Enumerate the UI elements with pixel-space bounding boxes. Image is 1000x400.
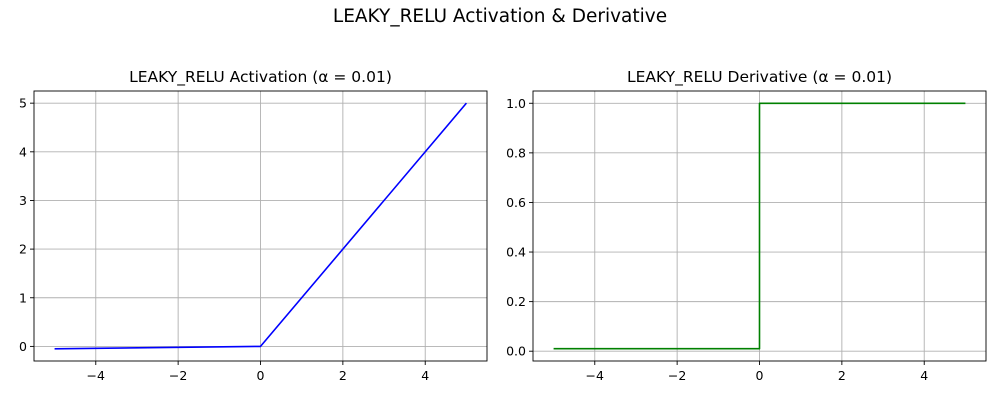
- activation-ytick-label-0: 0: [19, 339, 27, 354]
- activation-series-line-0: [54, 102, 468, 350]
- activation-xtick-label-1: −2: [169, 368, 187, 383]
- figure-suptitle: LEAKY_RELU Activation & Derivative: [332, 6, 668, 27]
- activation-ytick-label-5: 5: [19, 96, 27, 111]
- derivative-axes: −4 −2 0 2 4 0.0 0.2 0.4 0.6 0.8 1.0 LEAKY_RELU Deri…: [506, 68, 987, 383]
- derivative-xtick-label-3: 2: [838, 368, 846, 383]
- activation-axes: −4 −2 0 2 4 0 1 2 3 4 5 LEAKY_RELU Activation (α = …: [19, 68, 488, 383]
- activation-ytick-label-2: 2: [19, 242, 27, 257]
- activation-title: LEAKY_RELU Activation (α = 0.01): [129, 68, 392, 87]
- derivative-xtick-label-2: 0: [756, 368, 764, 383]
- activation-xtick-label-4: 4: [421, 368, 429, 383]
- derivative-ytick-label-5: 1.0: [506, 96, 526, 111]
- derivative-title: LEAKY_RELU Derivative (α = 0.01): [627, 68, 892, 87]
- activation-ytick-label-3: 3: [19, 193, 27, 208]
- derivative-ytick-label-0: 0.0: [506, 344, 526, 359]
- derivative-xtick-label-0: −4: [586, 368, 604, 383]
- derivative-ytick-label-2: 0.4: [506, 245, 526, 260]
- derivative-series-line-0: [553, 102, 966, 350]
- derivative-ytick-label-3: 0.6: [506, 195, 526, 210]
- activation-xtick-label-0: −4: [87, 368, 105, 383]
- activation-xtick-label-3: 2: [339, 368, 347, 383]
- derivative-xtick-label-4: 4: [920, 368, 928, 383]
- derivative-ytick-label-1: 0.2: [506, 294, 526, 309]
- activation-xtick-label-2: 0: [257, 368, 265, 383]
- activation-ytick-label-1: 1: [19, 290, 27, 305]
- derivative-ytick-label-4: 0.8: [506, 145, 526, 160]
- derivative-xtick-label-1: −2: [668, 368, 686, 383]
- activation-ytick-label-4: 4: [19, 144, 27, 159]
